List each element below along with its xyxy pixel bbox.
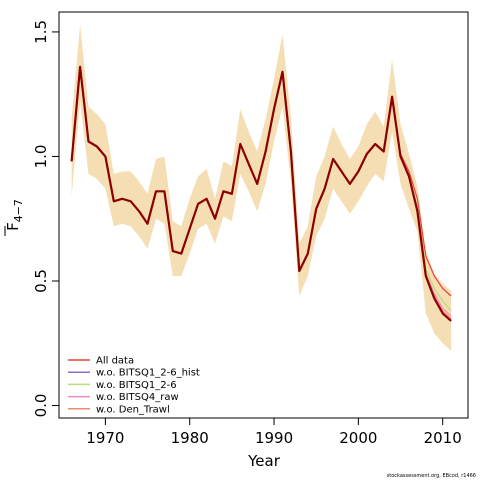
y-tick-label: 0.5 xyxy=(32,269,50,293)
legend-label: All data xyxy=(96,356,134,367)
y-axis: 0.0 0.5 1.0 1.5 xyxy=(32,20,59,417)
legend-label: w.o. BITSQ1_2-6_hist xyxy=(96,368,200,379)
series-layer xyxy=(70,65,452,322)
plot-frame xyxy=(58,11,469,419)
x-tick-label: 1970 xyxy=(86,429,124,447)
y-tick-label: 1.5 xyxy=(32,20,50,44)
confidence-band-layer xyxy=(71,24,452,351)
y-axis-title-subscript: 4−7 xyxy=(12,199,25,222)
x-axis-title: Year xyxy=(247,452,281,470)
y-tick-label: 1.0 xyxy=(32,145,50,169)
confidence-band xyxy=(71,24,452,351)
x-tick-label: 2000 xyxy=(339,429,377,447)
legend-label: w.o. Den_Trawl xyxy=(96,404,170,415)
x-tick-label: 2010 xyxy=(424,429,462,447)
footnote: stockassessment.org, EBcod, r1466 xyxy=(387,473,476,479)
y-tick-label: 0.0 xyxy=(32,394,50,418)
legend-label: w.o. BITSQ1_2-6 xyxy=(96,380,177,391)
y-axis-title: F4−7 xyxy=(4,199,25,236)
y-axis-title-base: F xyxy=(4,222,22,231)
legend-label: w.o. BITSQ4_raw xyxy=(96,392,179,403)
svg-text:F4−7: F4−7 xyxy=(4,199,25,231)
x-tick-label: 1980 xyxy=(171,429,209,447)
x-axis: 1970 1980 1990 2000 2010 xyxy=(86,418,462,447)
x-tick-label: 1990 xyxy=(255,429,293,447)
series-line-estimate xyxy=(70,65,452,322)
